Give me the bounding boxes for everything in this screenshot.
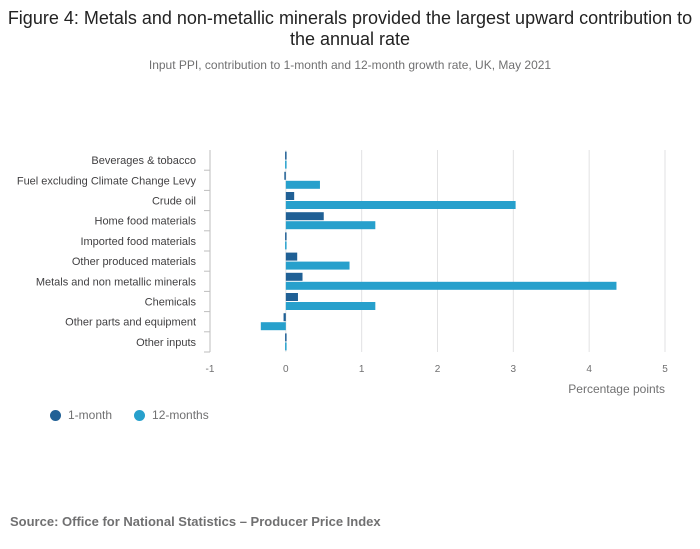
bar-12-months [285,160,287,169]
bar-12-months [285,342,287,351]
x-tick-label: 0 [283,364,289,375]
bar-1-month [285,212,324,221]
category-label: Home food materials [95,216,197,228]
legend-swatch-12-months [134,409,146,421]
category-label: Other produced materials [72,256,197,268]
bar-1-month [285,333,287,342]
source-note: Source: Office for National Statistics –… [10,514,381,529]
legend-label-1-month: 1-month [68,408,113,422]
legend-swatch-1-month [50,409,61,421]
chart-subtitle: Input PPI, contribution to 1-month and 1… [148,58,552,72]
bar-12-months [285,221,376,230]
bar-1-month [283,313,286,322]
x-tick-label: 1 [359,364,365,375]
bar-12-months [285,180,320,189]
x-tick-label: 5 [662,364,668,375]
bar-1-month [285,232,287,241]
legend-item-12-months[interactable]: 12-months [134,408,209,422]
category-label: Beverages & tobacco [91,155,196,167]
bar-12-months [285,201,516,209]
x-tick-label: 3 [511,364,517,375]
x-tick-label: 4 [586,364,592,375]
category-label: Other inputs [136,337,196,349]
category-label: Fuel excluding Climate Change Levy [17,175,197,187]
bar-12-months [260,322,286,331]
x-axis-label: Percentage points [568,382,665,396]
bar-1-month [284,171,286,180]
bar-12-months [285,281,617,290]
x-tick-label: -1 [206,364,215,375]
legend-label-12-months: 12-months [152,408,209,422]
bar-1-month [285,293,298,301]
category-label: Chemicals [145,297,197,309]
bar-1-month [285,272,303,281]
bar-12-months [285,302,376,310]
chart-title: Figure 4: Metals and non-metallic minera… [7,8,693,49]
x-tick-label: 2 [435,364,441,375]
category-label: Metals and non metallic minerals [36,276,197,288]
bar-1-month [285,192,295,200]
bar-12-months [285,261,350,270]
category-label: Other parts and equipment [65,317,196,329]
bar-12-months [285,241,287,250]
bar-1-month [285,151,287,160]
category-label: Imported food materials [80,236,196,248]
legend-item-1-month[interactable]: 1-month [50,408,112,422]
chart-legend: 1-month 12-months [50,408,209,422]
bar-1-month [285,252,298,261]
category-label: Crude oil [152,196,196,208]
